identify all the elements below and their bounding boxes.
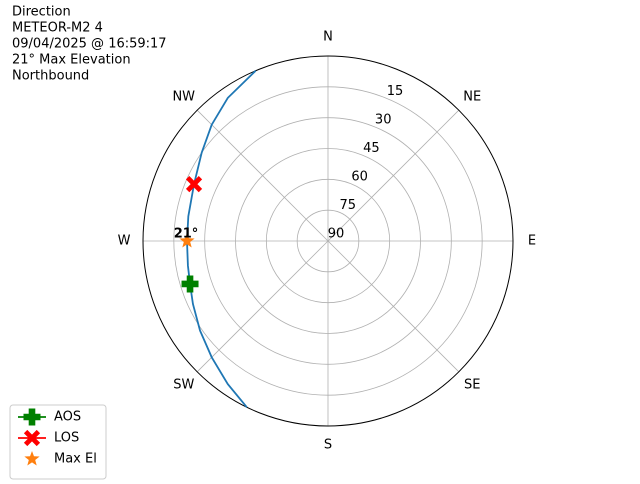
grid-spoke xyxy=(327,109,460,242)
r-tick-label: 90 xyxy=(328,227,345,242)
title-line: Northbound xyxy=(12,69,89,84)
r-tick-label: 45 xyxy=(363,141,380,156)
point-marker xyxy=(179,233,195,248)
r-tick-label: 75 xyxy=(340,198,357,213)
legend-marker xyxy=(23,429,41,447)
theta-tick-label: NW xyxy=(172,89,195,104)
title-line: METEOR-M2 4 xyxy=(12,21,103,36)
r-tick-label: 60 xyxy=(351,170,368,185)
grid-spoke xyxy=(196,240,329,373)
pass-track xyxy=(186,70,257,408)
legend-marker xyxy=(23,408,41,426)
theta-tick-label: SW xyxy=(173,378,194,393)
theta-tick-label: E xyxy=(528,234,536,249)
title-line: 09/04/2025 @ 16:59:17 xyxy=(12,37,167,52)
title-line: 21° Max Elevation xyxy=(12,53,131,68)
legend-label: Max El xyxy=(54,452,97,467)
title-line: Direction xyxy=(12,5,71,20)
theta-tick-label: N xyxy=(323,30,333,45)
theta-tick-label: W xyxy=(118,234,131,249)
r-tick-label: 30 xyxy=(375,113,392,128)
theta-tick-label: SE xyxy=(464,378,480,393)
legend: AOS LOS Max El xyxy=(9,404,107,480)
point-marker xyxy=(185,176,203,193)
r-tick-label: 15 xyxy=(387,84,404,99)
legend-label: LOS xyxy=(54,431,79,446)
grid-spoke xyxy=(327,240,460,373)
theta-tick-label: S xyxy=(324,438,332,453)
outer-frame xyxy=(142,55,514,427)
legend-marker xyxy=(24,451,40,466)
theta-tick-label: NE xyxy=(463,89,481,104)
grid-spoke xyxy=(196,109,329,242)
point-marker xyxy=(181,275,199,293)
legend-label: AOS xyxy=(54,410,81,425)
annotation: 21° xyxy=(174,227,199,242)
